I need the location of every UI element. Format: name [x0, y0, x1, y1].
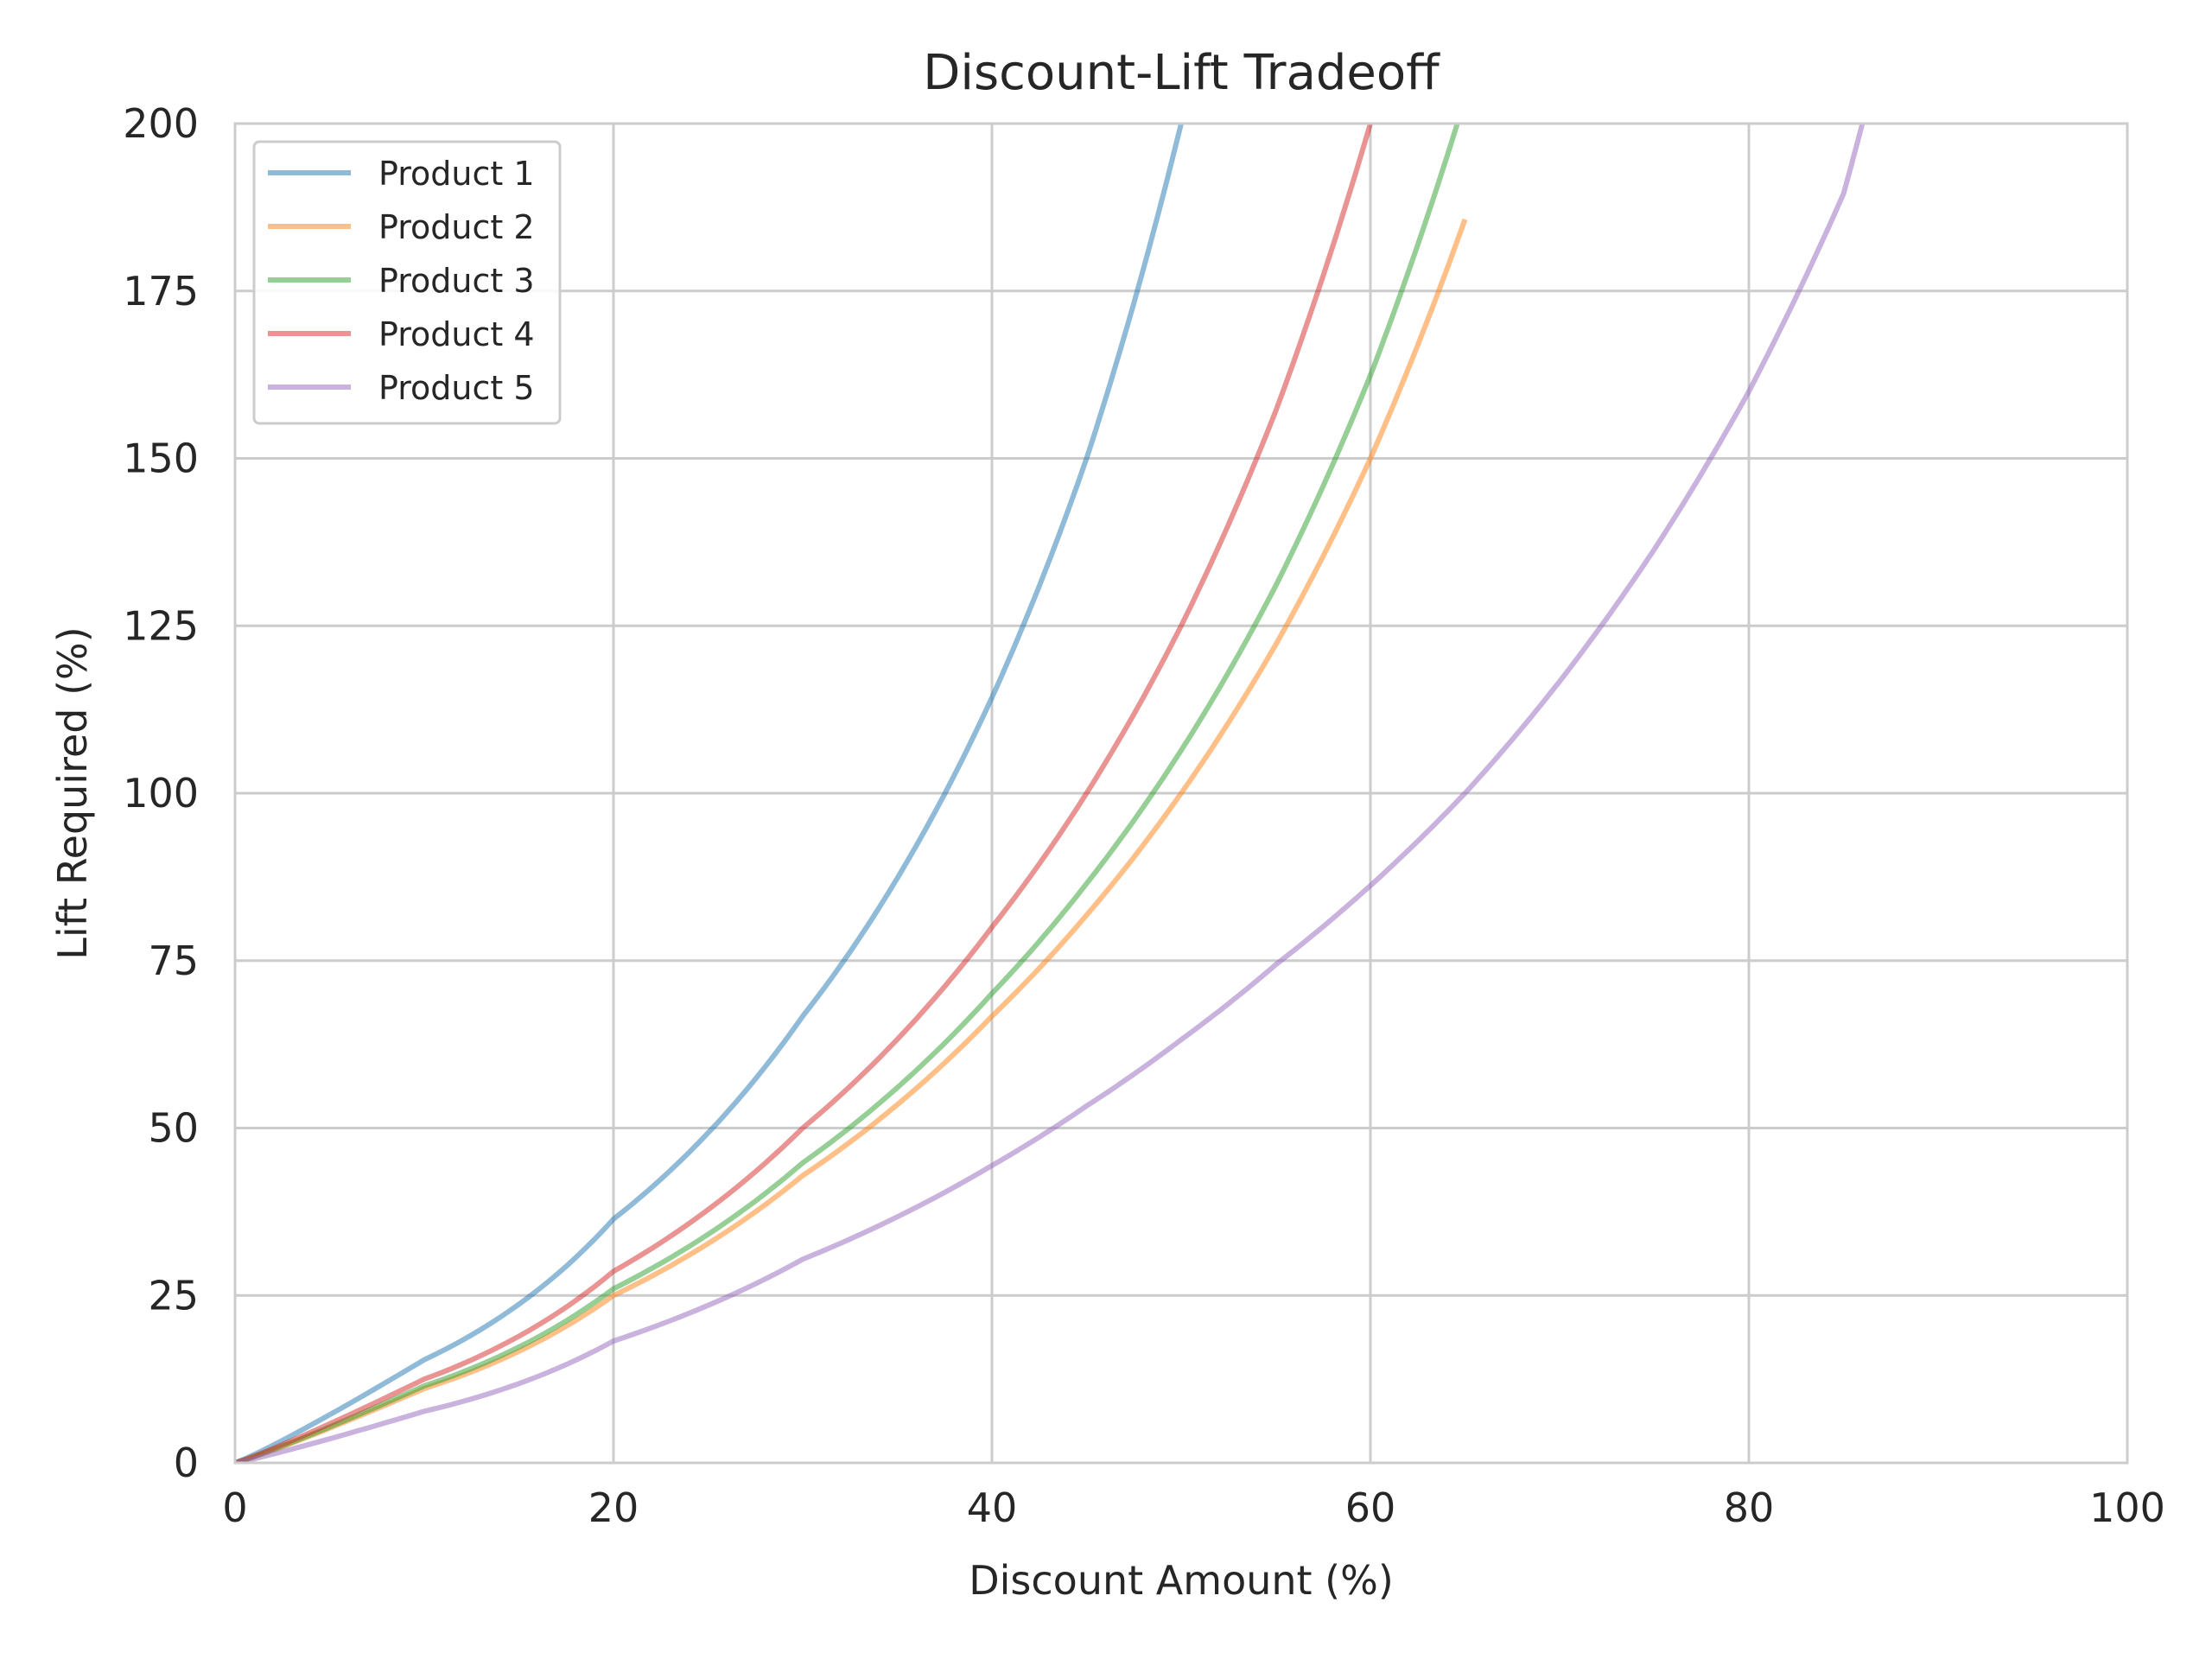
series-group	[235, 124, 1866, 1463]
series-line	[235, 124, 1373, 1463]
y-axis-label: Lift Required (%)	[49, 626, 96, 959]
series-line	[235, 124, 1184, 1463]
legend-label: Product 2	[378, 208, 535, 246]
y-tick-label: 100	[123, 770, 199, 817]
y-tick-label: 200	[123, 100, 199, 147]
y-tick-label: 50	[148, 1105, 199, 1152]
chart-title: Discount-Lift Tradeoff	[923, 45, 1440, 101]
ticks: 0 20 40 60 80 100 0 25 50 75 100 125 150 175 200	[123, 100, 2165, 1531]
legend-box	[252, 140, 562, 425]
x-axis-label: Discount Amount (%)	[969, 1557, 1394, 1604]
y-tick-label: 25	[148, 1272, 199, 1319]
y-tick-label: 0	[174, 1440, 199, 1486]
plot-frame	[233, 122, 2129, 1465]
y-tick-label: 175	[123, 268, 199, 315]
x-tick-label: 20	[588, 1484, 639, 1531]
y-tick-label: 75	[148, 938, 199, 984]
y-tick-label: 150	[123, 435, 199, 482]
legend-label: Product 5	[378, 369, 535, 407]
x-tick-label: 60	[1345, 1484, 1396, 1531]
y-tick-label: 125	[123, 602, 199, 649]
legend-label: Product 3	[378, 262, 535, 300]
x-tick-label: 100	[2089, 1484, 2165, 1531]
legend-label: Product 1	[378, 155, 535, 193]
legend-label: Product 4	[378, 315, 535, 353]
series-line	[235, 218, 1468, 1463]
legend: Product 1 Product 2 Product 3 Product 4 Prod…	[252, 140, 562, 425]
series-line	[235, 124, 1866, 1463]
x-tick-label: 40	[967, 1484, 1018, 1531]
x-tick-label: 80	[1724, 1484, 1775, 1531]
series-line	[235, 124, 1460, 1463]
x-tick-label: 0	[222, 1484, 247, 1531]
